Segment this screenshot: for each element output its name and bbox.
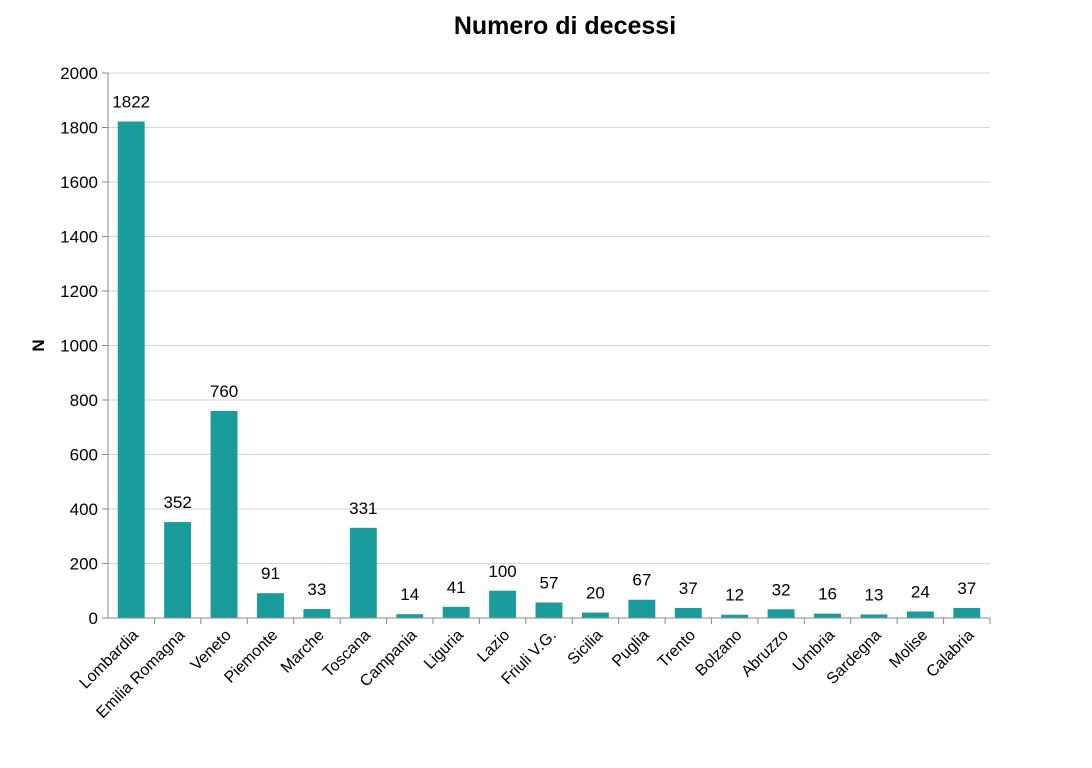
data-label: 331 <box>349 499 377 518</box>
x-tick-label: Emilia Romagna <box>93 627 188 722</box>
data-label: 13 <box>864 585 883 604</box>
bar <box>767 609 795 618</box>
bar <box>489 590 517 618</box>
y-tick-label: 400 <box>70 500 98 519</box>
bar <box>257 593 284 618</box>
data-label: 33 <box>307 580 326 599</box>
bar <box>628 599 656 618</box>
y-tick-label: 0 <box>89 609 98 628</box>
data-label: 12 <box>725 586 744 605</box>
x-tick-label: Bolzano <box>693 627 746 680</box>
bar <box>953 607 981 618</box>
data-label: 1822 <box>112 93 150 112</box>
chart-title: Numero di decessi <box>453 12 677 40</box>
x-tick-label: Trento <box>655 627 699 671</box>
bar <box>442 606 470 618</box>
x-tick-label: Liguria <box>421 627 467 673</box>
bar <box>860 614 888 618</box>
data-label: 67 <box>632 571 651 590</box>
bar <box>164 522 192 618</box>
data-label: 16 <box>818 585 837 604</box>
data-label: 100 <box>488 562 516 581</box>
bar <box>303 609 331 618</box>
x-tick-label: Sicilia <box>565 627 607 669</box>
y-tick-label: 600 <box>70 446 98 465</box>
y-tick-label: 1800 <box>60 119 98 138</box>
x-tick-label: Lazio <box>474 627 513 666</box>
x-tick-label: Molise <box>886 627 931 672</box>
y-tick-label: 1600 <box>60 173 98 192</box>
bar <box>581 612 609 618</box>
bar <box>674 607 702 618</box>
bar <box>721 614 749 618</box>
x-tick-label: Calabria <box>923 627 977 681</box>
y-tick-label: 1000 <box>60 337 98 356</box>
bar <box>535 602 563 618</box>
data-label: 91 <box>261 564 280 583</box>
y-axis-label: N <box>29 339 48 351</box>
data-label: 14 <box>400 585 419 604</box>
data-label: 352 <box>163 493 191 512</box>
bar <box>906 611 934 618</box>
y-tick-label: 2000 <box>60 64 98 83</box>
y-tick-label: 1200 <box>60 282 98 301</box>
bar <box>117 121 145 618</box>
bar <box>349 527 377 618</box>
data-label: 37 <box>957 579 976 598</box>
data-label: 41 <box>447 578 466 597</box>
data-label: 20 <box>586 584 605 603</box>
x-tick-label: Abruzzo <box>738 627 792 681</box>
bar <box>210 410 238 618</box>
data-label: 37 <box>679 579 698 598</box>
y-tick-label: 200 <box>70 555 98 574</box>
data-label: 57 <box>540 573 559 592</box>
data-label: 24 <box>911 582 930 601</box>
data-label: 760 <box>210 382 238 401</box>
bar <box>396 614 424 618</box>
y-tick-label: 800 <box>70 391 98 410</box>
x-tick-label: Puglia <box>609 627 653 671</box>
bar <box>814 613 841 618</box>
data-label: 32 <box>772 580 791 599</box>
y-tick-label: 1400 <box>60 228 98 247</box>
